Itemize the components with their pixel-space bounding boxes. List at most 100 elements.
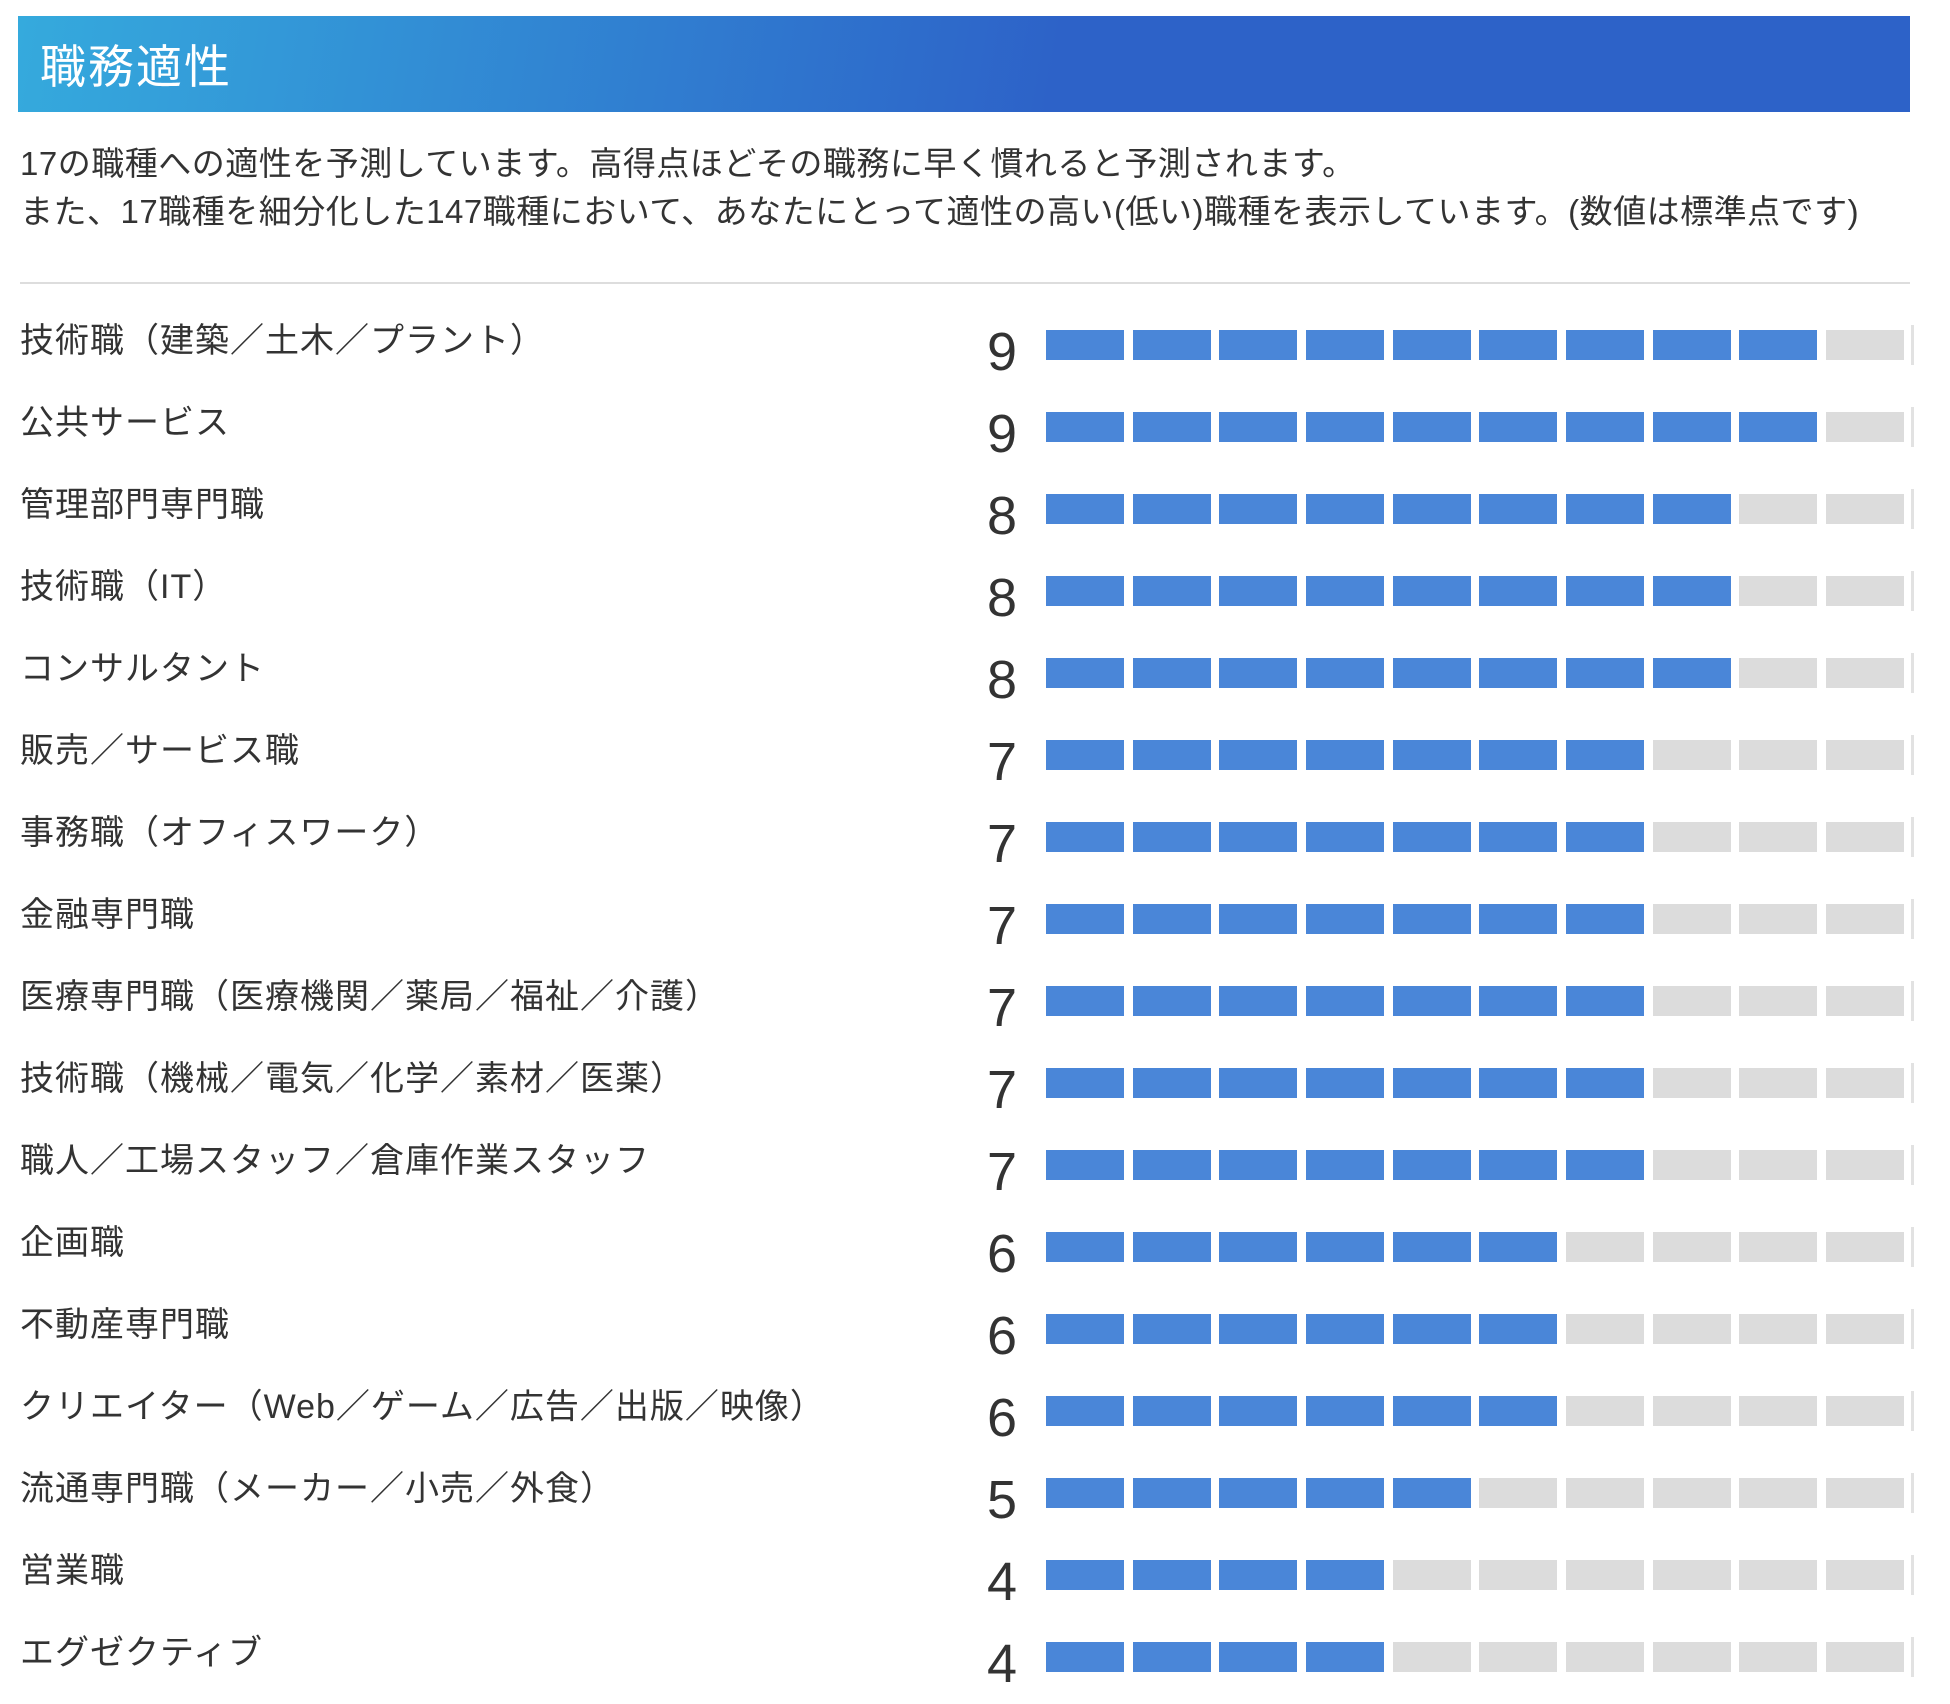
score-area: 5 — [961, 1462, 1914, 1530]
bar-end-tick — [1911, 571, 1914, 611]
aptitude-row: 公共サービス 9 — [0, 386, 1950, 468]
score-area: 7 — [961, 724, 1914, 792]
score-segment-empty — [1652, 904, 1731, 934]
score-segment-filled — [1392, 740, 1471, 770]
score-area: 4 — [961, 1626, 1914, 1694]
score-area: 7 — [961, 1052, 1914, 1120]
score-segment-filled — [1219, 986, 1298, 1016]
job-category-label: 管理部門専門職 — [20, 485, 265, 524]
aptitude-row: 技術職（建築／土木／プラント） 9 — [0, 304, 1950, 386]
aptitude-row: コンサルタント 8 — [0, 632, 1950, 714]
job-category-label: 企画職 — [20, 1223, 125, 1262]
score-segment-filled — [1479, 1396, 1558, 1426]
score-segment-filled — [1132, 904, 1211, 934]
score-segment-filled — [1392, 330, 1471, 360]
score-value: 7 — [986, 732, 1017, 792]
page-title: 職務適性 — [40, 41, 232, 93]
score-segment-filled — [1046, 740, 1124, 770]
score-segment-filled — [1306, 1478, 1384, 1508]
score-segment-filled — [1392, 904, 1471, 934]
bar-end-tick — [1911, 817, 1914, 857]
score-segment-filled — [1392, 1068, 1471, 1098]
score-segment-empty — [1652, 1396, 1731, 1426]
score-segment-filled — [1392, 1232, 1471, 1262]
score-value: 7 — [986, 1060, 1017, 1120]
score-segment-filled — [1046, 1560, 1124, 1590]
score-segment-filled — [1306, 740, 1384, 770]
score-segment-empty — [1566, 1232, 1645, 1262]
aptitude-row: 技術職（機械／電気／化学／素材／医薬） 7 — [0, 1042, 1950, 1124]
score-segment-filled — [1046, 412, 1124, 442]
aptitude-row: 流通専門職（メーカー／小売／外食） 5 — [0, 1452, 1950, 1534]
score-segment-empty — [1739, 576, 1818, 606]
score-segment-filled — [1306, 986, 1384, 1016]
score-segment-empty — [1826, 1478, 1905, 1508]
aptitude-row: エグゼクティブ 4 — [0, 1616, 1950, 1698]
score-bar — [1046, 1560, 1905, 1590]
score-value: 7 — [986, 978, 1017, 1038]
score-segment-filled — [1046, 576, 1124, 606]
score-segment-filled — [1219, 1642, 1298, 1672]
job-category-label: 事務職（オフィスワーク） — [20, 813, 440, 852]
score-bar — [1046, 330, 1905, 360]
score-segment-empty — [1479, 1642, 1558, 1672]
score-segment-filled — [1046, 494, 1124, 524]
bar-end-tick — [1911, 1227, 1914, 1267]
score-bar — [1046, 658, 1905, 688]
score-segment-filled — [1392, 1396, 1471, 1426]
section-description: 17の職種への適性を予測しています。高得点ほどその職務に早く慣れると予測されます… — [20, 140, 1910, 236]
score-segment-empty — [1652, 1068, 1731, 1098]
score-segment-filled — [1219, 740, 1298, 770]
score-segment-filled — [1392, 576, 1471, 606]
score-bar — [1046, 904, 1905, 934]
score-segment-filled — [1479, 740, 1558, 770]
aptitude-row: 管理部門専門職 8 — [0, 468, 1950, 550]
score-segment-filled — [1306, 658, 1384, 688]
bar-end-tick — [1911, 653, 1914, 693]
aptitude-row: 不動産専門職 6 — [0, 1288, 1950, 1370]
score-segment-filled — [1219, 1150, 1298, 1180]
job-category-label: エグゼクティブ — [20, 1633, 263, 1672]
score-area: 8 — [961, 560, 1914, 628]
job-category-label: 販売／サービス職 — [20, 731, 300, 770]
score-segment-filled — [1132, 330, 1211, 360]
score-segment-empty — [1652, 1314, 1731, 1344]
score-segment-filled — [1739, 330, 1818, 360]
score-segment-filled — [1046, 1150, 1124, 1180]
score-segment-empty — [1739, 904, 1818, 934]
aptitude-row: クリエイター（Web／ゲーム／広告／出版／映像） 6 — [0, 1370, 1950, 1452]
score-segment-filled — [1566, 330, 1645, 360]
score-segment-filled — [1392, 494, 1471, 524]
job-category-label: 流通専門職（メーカー／小売／外食） — [20, 1469, 615, 1508]
score-segment-filled — [1392, 822, 1471, 852]
score-segment-filled — [1219, 494, 1298, 524]
score-segment-filled — [1132, 1642, 1211, 1672]
job-category-label: クリエイター（Web／ゲーム／広告／出版／映像） — [20, 1387, 825, 1426]
score-segment-filled — [1306, 1560, 1384, 1590]
bar-end-tick — [1911, 1145, 1914, 1185]
score-segment-filled — [1479, 822, 1558, 852]
score-value: 9 — [986, 322, 1017, 382]
score-area: 8 — [961, 478, 1914, 546]
score-segment-filled — [1652, 494, 1731, 524]
bar-end-tick — [1911, 407, 1914, 447]
score-value: 4 — [986, 1552, 1017, 1612]
score-segment-filled — [1566, 904, 1645, 934]
bar-end-tick — [1911, 325, 1914, 365]
score-segment-filled — [1132, 1150, 1211, 1180]
score-segment-filled — [1132, 1396, 1211, 1426]
score-value: 8 — [986, 486, 1017, 546]
job-category-label: 金融専門職 — [20, 895, 195, 934]
job-category-label: 技術職（機械／電気／化学／素材／医薬） — [20, 1059, 685, 1098]
score-segment-filled — [1132, 1560, 1211, 1590]
score-value: 6 — [986, 1306, 1017, 1366]
score-segment-empty — [1826, 658, 1905, 688]
score-segment-filled — [1306, 1642, 1384, 1672]
score-segment-empty — [1652, 822, 1731, 852]
score-segment-filled — [1132, 1232, 1211, 1262]
score-segment-empty — [1739, 1478, 1818, 1508]
section-divider — [20, 282, 1910, 284]
score-segment-empty — [1826, 576, 1905, 606]
score-value: 4 — [986, 1634, 1017, 1694]
score-bar — [1046, 822, 1905, 852]
